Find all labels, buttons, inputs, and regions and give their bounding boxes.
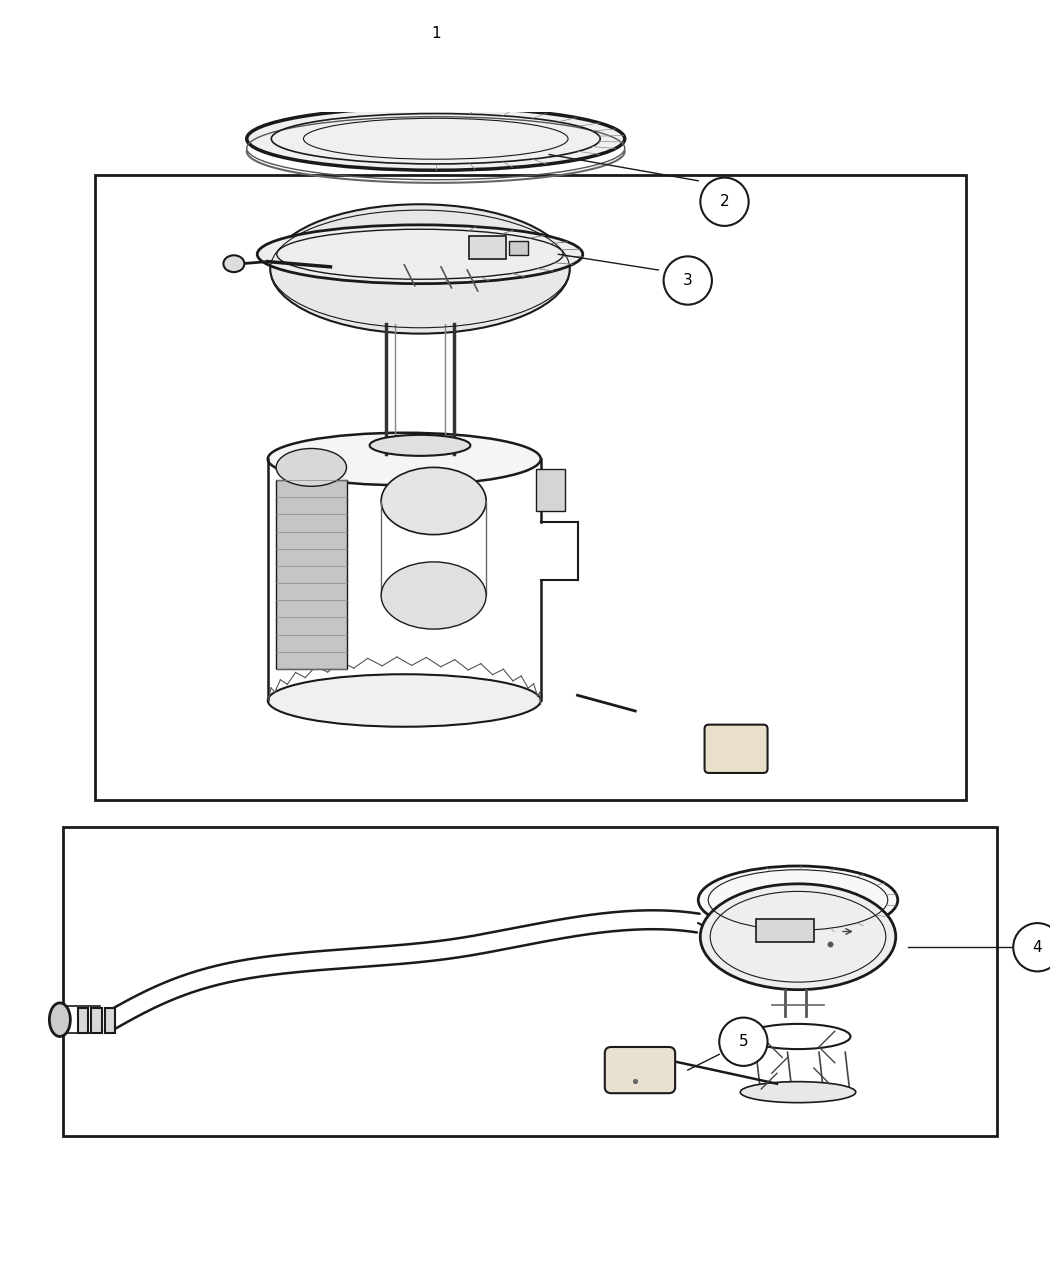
Circle shape bbox=[719, 1017, 768, 1066]
Text: 3: 3 bbox=[682, 273, 693, 288]
Ellipse shape bbox=[370, 435, 470, 456]
Circle shape bbox=[664, 256, 712, 305]
Ellipse shape bbox=[224, 255, 245, 272]
Ellipse shape bbox=[268, 432, 541, 486]
Ellipse shape bbox=[698, 866, 898, 935]
Bar bbox=[63, 826, 997, 1136]
Bar bbox=[508, 241, 527, 255]
Ellipse shape bbox=[381, 562, 486, 629]
Bar bbox=[91, 1009, 102, 1033]
Bar bbox=[105, 1009, 116, 1033]
Circle shape bbox=[1013, 923, 1050, 972]
Ellipse shape bbox=[740, 1081, 856, 1103]
FancyBboxPatch shape bbox=[705, 724, 768, 773]
Text: 2: 2 bbox=[719, 194, 730, 209]
Ellipse shape bbox=[270, 204, 570, 334]
Ellipse shape bbox=[49, 1003, 70, 1037]
Ellipse shape bbox=[268, 674, 541, 727]
Ellipse shape bbox=[257, 224, 583, 283]
Bar bbox=[468, 236, 506, 260]
Ellipse shape bbox=[381, 468, 486, 534]
Text: 4: 4 bbox=[1032, 940, 1043, 955]
Ellipse shape bbox=[247, 107, 625, 171]
FancyBboxPatch shape bbox=[605, 1047, 675, 1093]
Text: 1: 1 bbox=[430, 27, 441, 41]
Bar bbox=[276, 479, 347, 669]
Circle shape bbox=[700, 177, 749, 226]
Text: 5: 5 bbox=[738, 1034, 749, 1049]
Ellipse shape bbox=[276, 449, 347, 486]
Bar bbox=[756, 919, 814, 942]
Bar bbox=[78, 1009, 88, 1033]
Bar bbox=[536, 469, 565, 511]
Bar bbox=[94, 176, 966, 801]
Circle shape bbox=[412, 10, 460, 57]
Ellipse shape bbox=[700, 884, 896, 989]
